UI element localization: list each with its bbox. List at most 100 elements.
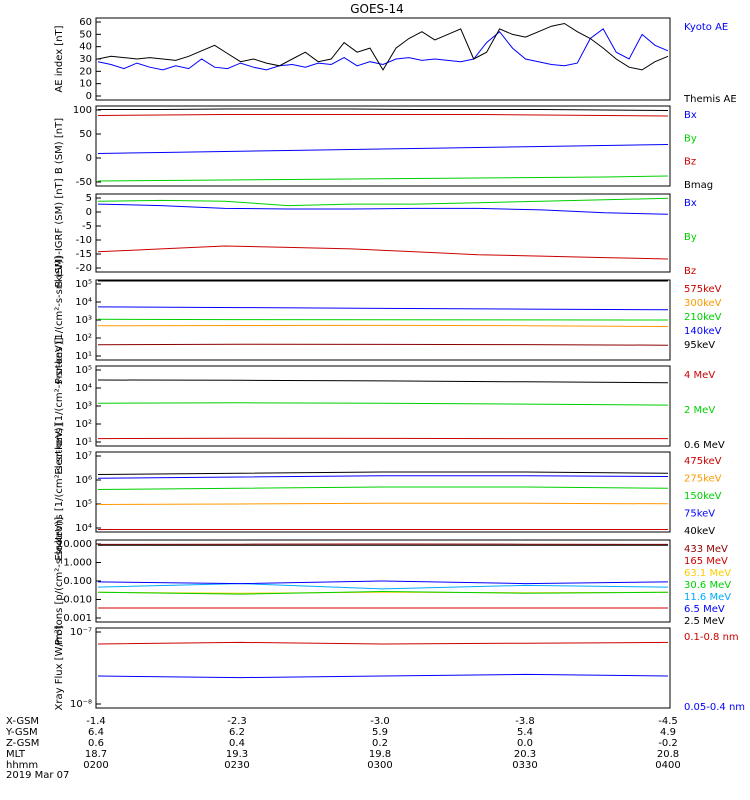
- legend-entry: 300keV: [684, 298, 722, 309]
- legend-entry: 4 MeV: [684, 370, 715, 381]
- x-axis-value: 6.4: [88, 727, 104, 738]
- series-line: [98, 108, 669, 111]
- x-axis-row-label: MLT: [6, 749, 26, 760]
- y-tick-label: 10: [79, 79, 92, 90]
- legend-entry: 75keV: [684, 509, 715, 520]
- series-line: [97, 28, 669, 71]
- series-line: [97, 486, 669, 490]
- legend-entry: By: [684, 133, 697, 144]
- series-line: [97, 306, 669, 311]
- series-line: [97, 245, 669, 260]
- panel-frame: [95, 365, 671, 447]
- series-line: [97, 318, 669, 321]
- y-tick-label: 10⁴: [75, 383, 92, 394]
- legend-entry: 0.1-0.8 nm: [684, 632, 739, 643]
- x-axis-value: 0230: [224, 760, 249, 771]
- legend-entry: 0.6 MeV: [684, 440, 725, 451]
- y-tick-label: 10⁻⁸: [70, 699, 92, 710]
- y-tick-label: 0: [86, 91, 92, 102]
- y-tick-label: -15: [76, 249, 92, 260]
- panel-frame: [95, 193, 671, 273]
- legend-entry: 0.05-0.4 nm: [684, 702, 745, 713]
- x-axis-value: 0.2: [372, 738, 388, 749]
- y-axis-label: Protons [p/(cm²-s-sr-keV)]: [54, 517, 65, 645]
- x-axis-date: 2019 Mar 07: [6, 770, 69, 781]
- series-line: [97, 22, 669, 71]
- y-tick-label: 10⁵: [75, 279, 92, 290]
- legend-entry: Bx: [684, 110, 697, 121]
- series-line: [97, 324, 669, 327]
- x-axis-value: -1.4: [86, 716, 106, 727]
- y-tick-label: 50: [79, 29, 92, 40]
- legend-entry: 30.6 MeV: [684, 580, 731, 591]
- panel-8: 10⁻⁸ 10⁻⁷ Xray Flux [W/m²] 0.1-0.8 nm 0.05-0…: [54, 625, 745, 713]
- panel-frame: [95, 627, 671, 709]
- panel-frame: [95, 105, 671, 187]
- y-tick-label: 10²: [75, 333, 92, 344]
- legend-entry: 275keV: [684, 474, 722, 485]
- y-tick-label: 10.000: [57, 539, 92, 550]
- series-line: [97, 502, 669, 505]
- x-axis-row-label: X-GSM: [6, 716, 39, 727]
- y-tick-label: 30: [79, 54, 92, 65]
- panel-2: -50 0 50 100 B (SM) [nT] Bx By Bz Bmag: [54, 105, 713, 191]
- y-tick-label: 0.010: [63, 595, 92, 606]
- series-line: [97, 114, 669, 117]
- x-axis-value: 0400: [655, 760, 680, 771]
- y-tick-label: 0: [86, 153, 92, 164]
- x-axis-value: 0.0: [517, 738, 533, 749]
- x-axis-value: 5.4: [517, 727, 533, 738]
- y-tick-label: 0: [86, 207, 92, 218]
- y-tick-label: 10²: [75, 419, 92, 430]
- legend-entry: 140keV: [684, 326, 722, 337]
- legend-entry: 2 MeV: [684, 405, 715, 416]
- y-tick-label: -20: [76, 263, 92, 274]
- series-line: [97, 580, 669, 585]
- y-tick-label: -50: [76, 177, 92, 188]
- x-axis-value: 19.3: [226, 749, 248, 760]
- legend-entry: 433 MeV: [684, 544, 728, 555]
- x-axis-value: 0300: [367, 760, 392, 771]
- y-axis-label: Electrons [1/(cm²-s-sr-keV)]: [54, 423, 65, 560]
- legend-entry: 2.5 MeV: [684, 616, 725, 627]
- series-line: [97, 590, 669, 595]
- legend-entry: 6.5 MeV: [684, 604, 725, 615]
- y-tick-label: 10³: [75, 401, 92, 412]
- legend-entry: 475keV: [684, 456, 722, 467]
- x-axis-value: 19.8: [369, 749, 391, 760]
- legend-entry: 95keV: [684, 340, 715, 351]
- y-tick-label: 100: [73, 105, 92, 116]
- series-line: [97, 197, 669, 207]
- panel-6: 10⁴ 10⁵ 10⁶ 10⁷ Electrons [1/(cm²-s-sr-keV)]…: [54, 423, 722, 560]
- y-tick-label: 10¹: [75, 437, 92, 448]
- x-axis-value: 4.9: [660, 727, 676, 738]
- panel-frame: [95, 17, 671, 101]
- x-axis-value: -3.0: [370, 716, 390, 727]
- x-axis-value: 0200: [83, 760, 108, 771]
- x-axis-value: -0.2: [658, 738, 678, 749]
- legend-entry: Bmag: [684, 180, 713, 191]
- x-axis-value: -2.3: [227, 716, 247, 727]
- y-tick-label: 10⁴: [75, 523, 92, 534]
- x-axis-value: -3.8: [515, 716, 535, 727]
- series-line: [97, 583, 669, 590]
- y-axis-label: Electrons [1/(cm²-s-sr-keV)]: [54, 337, 65, 474]
- y-tick-label: 10⁵: [75, 499, 92, 510]
- legend-entry: 165 MeV: [684, 556, 728, 567]
- y-tick-label: 10⁶: [75, 475, 92, 486]
- x-axis-value: -4.5: [658, 716, 678, 727]
- x-axis-row-label: hhmm: [6, 760, 38, 771]
- y-tick-label: 40: [79, 42, 92, 53]
- y-tick-label: 10⁷: [75, 451, 92, 462]
- y-tick-label: 5: [86, 193, 92, 204]
- x-axis-row-label: Y-GSM: [5, 727, 38, 738]
- legend-entry: 63.1 MeV: [684, 568, 731, 579]
- legend-entry: Bx: [684, 198, 697, 209]
- x-axis-info: X-GSM -1.4 -2.3 -3.0 -3.8 -4.5 Y-GSM 6.4 6.2 5.9 5…: [5, 716, 681, 781]
- series-line: [97, 379, 669, 384]
- legend-entry: 575keV: [684, 284, 722, 295]
- y-tick-label: 10⁴: [75, 297, 92, 308]
